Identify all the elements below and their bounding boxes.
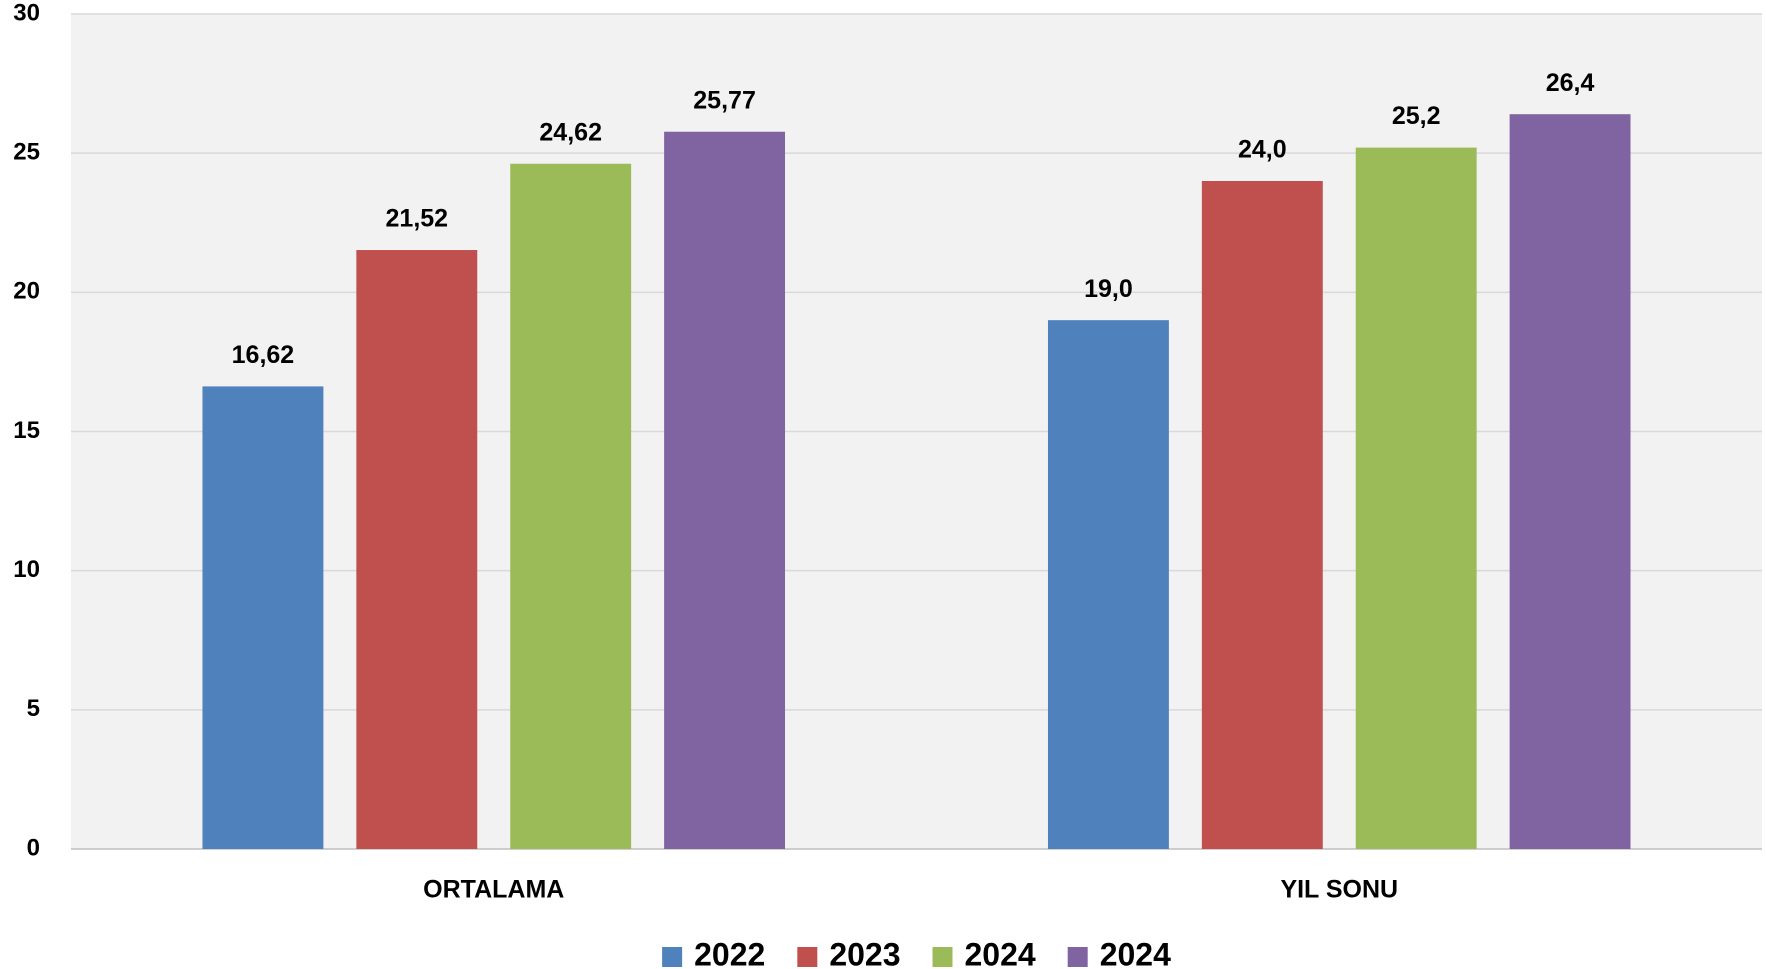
y-tick-label: 10 [13,556,40,583]
bar [202,386,324,849]
bar [1509,114,1631,849]
bar [356,250,478,849]
x-tick-label: YIL SONU [1280,876,1398,904]
data-label: 25,2 [1392,102,1441,130]
y-tick-label: 25 [13,139,40,166]
data-label: 25,77 [693,86,756,114]
data-label: 24,0 [1238,136,1287,164]
data-label: 21,52 [386,205,449,233]
y-tick-label: 15 [13,417,40,444]
bar [1201,181,1323,849]
data-label: 19,0 [1084,275,1133,303]
y-tick-label: 20 [13,278,40,305]
legend-swatch [932,947,953,967]
legend-label: 2024 [965,936,1036,969]
legend-label: 2024 [1100,936,1171,969]
legend-swatch [1067,947,1088,967]
data-label: 24,62 [539,118,602,146]
bar [664,131,786,850]
data-label: 16,62 [232,341,295,369]
y-tick-label: 30 [13,0,40,26]
y-tick-label: 5 [27,695,40,722]
bar [1355,147,1477,850]
y-tick-label: 0 [27,834,40,861]
x-tick-label: ORTALAMA [423,876,564,904]
bar [1047,320,1169,850]
legend-label: 2022 [694,936,765,969]
bar [510,163,632,849]
legend-label: 2023 [829,936,900,969]
legend-swatch [662,947,683,967]
legend-swatch [797,947,818,967]
data-label: 26,4 [1546,69,1595,97]
